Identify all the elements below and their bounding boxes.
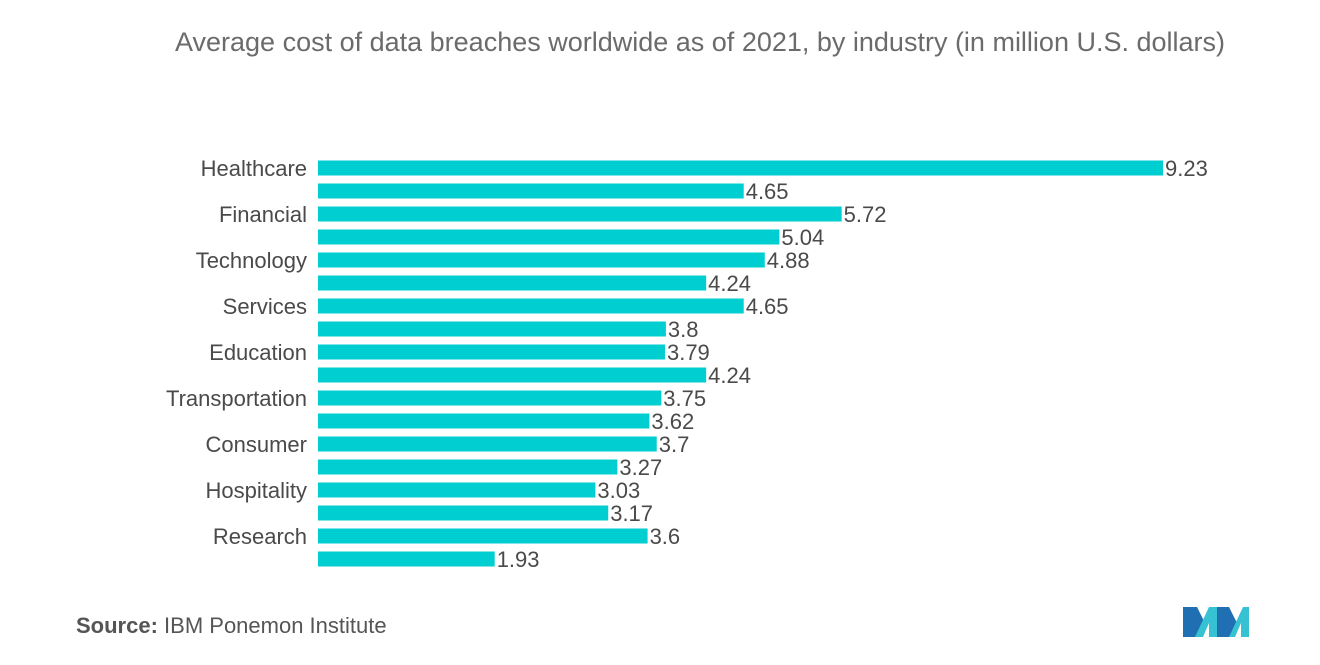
category-label-6: Services [223,294,307,319]
category-label-4: Technology [196,248,307,273]
bar-5 [318,275,707,291]
value-label-7: 3.8 [668,317,699,342]
chart-title: Average cost of data breaches worldwide … [174,27,1226,57]
bar-6 [318,298,744,314]
bar-chart: 9.23 Healthcare 4.65 5.72 Financial 5.044.88 T… [166,156,1208,572]
category-label-12: Consumer [206,432,307,457]
category-label-2: Financial [219,202,307,227]
value-label-17: 1.93 [497,547,540,572]
category-label-8: Education [209,340,307,365]
bar-0 [318,160,1163,176]
value-label-9: 4.24 [708,363,751,388]
value-label-2: 5.72 [844,202,887,227]
bar-3 [318,229,780,245]
value-label-1: 4.65 [746,179,789,204]
category-label-14: Hospitality [206,478,307,503]
bar-17 [318,551,495,567]
bar-11 [318,413,650,429]
category-label-0: Healthcare [201,156,307,181]
bar-1 [318,183,744,199]
value-label-12: 3.7 [659,432,690,457]
bar-12 [318,436,657,452]
value-label-14: 3.03 [597,478,640,503]
bar-7 [318,321,666,337]
category-label-10: Transportation [166,386,307,411]
bar-14 [318,482,596,498]
value-label-13: 3.27 [619,455,662,480]
bar-13 [318,459,618,475]
source-note: Source: IBM Ponemon Institute [76,613,387,639]
bar-8 [318,344,665,360]
bar-4 [318,252,765,268]
value-label-10: 3.75 [663,386,706,411]
bar-9 [318,367,707,383]
bar-2 [318,206,842,222]
source-label: Source: [76,613,158,638]
value-label-15: 3.17 [610,501,653,526]
bar-16 [318,528,648,544]
value-label-5: 4.24 [708,271,751,296]
value-label-3: 5.04 [781,225,824,250]
value-label-11: 3.62 [651,409,694,434]
value-label-8: 3.79 [667,340,710,365]
bar-10 [318,390,662,406]
value-label-16: 3.6 [650,524,681,549]
bar-15 [318,505,609,521]
category-label-16: Research [213,524,307,549]
value-label-4: 4.88 [767,248,810,273]
value-label-0: 9.23 [1165,156,1208,181]
value-label-6: 4.65 [746,294,789,319]
mordor-intelligence-logo-icon [1183,607,1249,637]
source-text: IBM Ponemon Institute [164,613,387,638]
